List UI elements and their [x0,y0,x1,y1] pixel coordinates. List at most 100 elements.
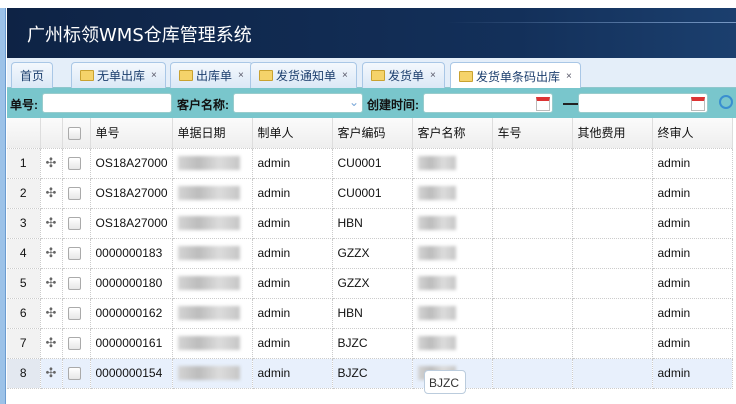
other-fee-cell [572,328,653,359]
maker-cell: admin [252,208,333,239]
tab-5[interactable]: 发货单条码出库 × [450,62,581,89]
order-no-input[interactable] [42,93,172,113]
customer-code-cell: CU0001 [332,178,413,209]
column-header[interactable]: 单号 [90,118,173,149]
order-date-cell [172,178,253,209]
folder-icon [80,70,94,81]
expand-plus-icon[interactable]: ✣ [45,335,57,350]
customer-code-cell: BJZC [332,328,413,359]
expand-cell[interactable]: ✣ [40,148,63,179]
select-cell[interactable] [62,358,91,389]
maker-cell: admin [252,328,333,359]
calendar-icon[interactable] [691,97,705,111]
maker-cell: admin [252,178,333,209]
top-strip [0,0,736,8]
car-no-cell [492,358,573,389]
select-cell[interactable] [62,238,91,269]
customer-code-cell: GZZX [332,238,413,269]
table-row[interactable]: 1 ✣ OS18A27000 admin CU0001 admin [7,148,733,179]
close-icon[interactable]: × [151,70,157,81]
table-row[interactable]: 5 ✣ 0000000180 admin GZZX admin [7,268,733,299]
redacted-blur [177,186,240,201]
auditor-cell: admin [652,358,733,389]
tab-label: 发货单 [388,69,425,83]
search-icon[interactable] [719,95,733,109]
other-fee-cell [572,208,653,239]
expand-plus-icon[interactable]: ✣ [45,305,57,320]
table-row[interactable]: 7 ✣ 0000000161 admin BJZC admin [7,328,733,359]
column-header[interactable]: 车号 [492,118,573,149]
expand-plus-icon[interactable]: ✣ [45,155,57,170]
expand-cell[interactable]: ✣ [40,298,63,329]
customer-name-select[interactable]: ⌄ [233,93,363,113]
expand-cell[interactable]: ✣ [40,358,63,389]
expand-plus-icon[interactable]: ✣ [45,275,57,290]
close-icon[interactable]: × [430,70,436,81]
date-range-separator [563,103,585,105]
date-from-input[interactable] [423,93,553,113]
auditor-cell: admin [652,178,733,209]
select-cell[interactable] [62,328,91,359]
auditor-cell: admin [652,328,733,359]
expand-plus-icon[interactable]: ✣ [45,215,57,230]
expand-cell[interactable]: ✣ [40,238,63,269]
tab-label: 首页 [20,69,45,83]
close-icon[interactable]: × [238,70,244,81]
row-number: 3 [7,208,41,239]
select-cell[interactable] [62,148,91,179]
order-date-cell [172,148,253,179]
row-checkbox[interactable] [67,247,81,261]
expand-plus-icon[interactable]: ✣ [45,185,57,200]
select-cell[interactable] [62,268,91,299]
tab-0[interactable]: 首页 [11,62,54,88]
expand-cell[interactable]: ✣ [40,328,63,359]
table-row[interactable]: 8 ✣ 0000000154 admin BJZC admin [7,358,733,389]
tab-2[interactable]: 出库单 × [170,62,253,88]
column-header[interactable]: 终审人 [652,118,733,149]
close-icon[interactable]: × [566,70,572,82]
car-no-cell [492,238,573,269]
column-header[interactable]: 客户名称 [412,118,493,149]
column-header[interactable]: 其他费用 [572,118,653,149]
row-checkbox[interactable] [67,217,81,231]
app-title: 广州标领WMS仓库管理系统 [27,25,252,46]
row-checkbox[interactable] [67,307,81,321]
date-to-input[interactable] [578,93,708,113]
expand-plus-icon[interactable]: ✣ [45,245,57,260]
table-row[interactable]: 2 ✣ OS18A27000 admin CU0001 admin [7,178,733,209]
close-icon[interactable]: × [342,70,348,81]
expand-plus-icon[interactable]: ✣ [45,365,57,380]
tab-4[interactable]: 发货单 × [362,62,445,88]
folder-icon [179,70,193,81]
expand-cell[interactable]: ✣ [40,178,63,209]
table-row[interactable]: 3 ✣ OS18A27000 admin HBN admin [7,208,733,239]
redacted-blur [417,156,456,171]
redacted-blur [177,156,240,171]
tab-1[interactable]: 无单出库 × [71,62,166,88]
auditor-cell: admin [652,268,733,299]
expand-cell[interactable]: ✣ [40,268,63,299]
column-header[interactable]: 客户编码 [332,118,413,149]
row-checkbox[interactable] [67,337,81,351]
column-header[interactable]: 单据日期 [172,118,253,149]
order-no-cell: 0000000183 [90,238,173,269]
expand-cell[interactable]: ✣ [40,208,63,239]
row-checkbox[interactable] [67,367,81,381]
row-number: 8 [7,358,41,389]
table-row[interactable]: 4 ✣ 0000000183 admin GZZX admin [7,238,733,269]
row-checkbox[interactable] [67,187,81,201]
redacted-blur [177,216,240,231]
column-header[interactable]: 制单人 [252,118,333,149]
select-cell[interactable] [62,298,91,329]
table-row[interactable]: 6 ✣ 0000000162 admin HBN admin [7,298,733,329]
redacted-blur [417,306,456,321]
calendar-icon[interactable] [536,97,550,111]
car-no-cell [492,178,573,209]
customer-name-cell [412,208,493,239]
row-checkbox[interactable] [67,277,81,291]
select-all-checkbox[interactable] [67,126,81,140]
tab-3[interactable]: 发货通知单 × [250,62,357,88]
row-checkbox[interactable] [67,157,81,171]
select-cell[interactable] [62,178,91,209]
select-cell[interactable] [62,208,91,239]
